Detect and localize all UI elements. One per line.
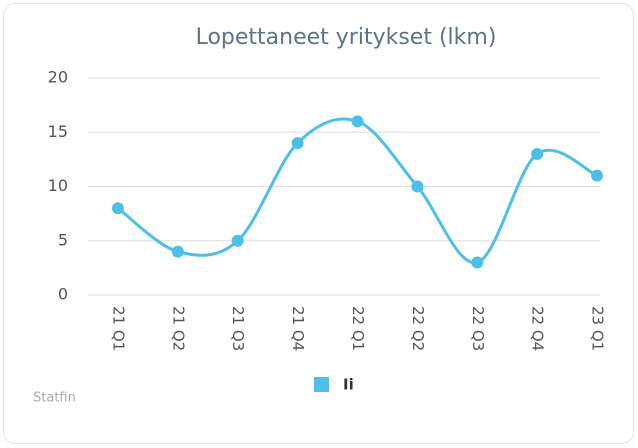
credit: Statfin [33, 391, 76, 406]
legend-swatch [314, 377, 329, 392]
point [471, 256, 484, 269]
point [291, 137, 304, 150]
point [111, 202, 124, 215]
x-tick-label: 21 Q4 [289, 306, 307, 351]
x-tick-label: 22 Q2 [409, 306, 427, 351]
x-tick-label: 21 Q1 [109, 306, 127, 351]
y-tick-label: 15 [48, 122, 68, 141]
point [591, 169, 604, 182]
x-tick-label: 21 Q2 [169, 306, 187, 351]
y-tick-label: 0 [58, 285, 68, 304]
line [117, 117, 598, 264]
x-tick-label: 21 Q3 [229, 306, 247, 351]
y-tick-label: 10 [48, 176, 68, 195]
point [531, 147, 544, 160]
x-tick-label: 22 Q3 [469, 306, 487, 351]
point [411, 180, 424, 193]
point [351, 115, 364, 128]
chart-title: Lopettaneet yritykset (lkm) [196, 25, 497, 50]
x-tick-label: 22 Q4 [529, 306, 547, 351]
legend-label: Ii [343, 376, 354, 394]
y-tick-label: 5 [58, 230, 68, 249]
card [3, 3, 634, 444]
x-tick-label: 22 Q1 [349, 306, 367, 351]
y-tick-label: 20 [48, 68, 68, 87]
x-tick-label: 23 Q1 [589, 306, 607, 351]
point [171, 245, 184, 258]
point [231, 234, 244, 247]
